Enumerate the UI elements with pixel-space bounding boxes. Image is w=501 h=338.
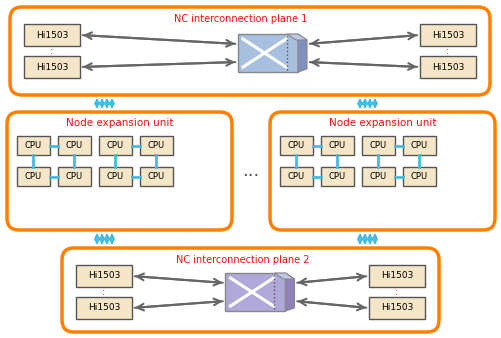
FancyBboxPatch shape: [99, 167, 132, 186]
FancyBboxPatch shape: [403, 167, 436, 186]
Text: CPU: CPU: [288, 141, 305, 150]
FancyBboxPatch shape: [321, 136, 354, 155]
Polygon shape: [275, 273, 295, 279]
Text: CPU: CPU: [329, 141, 346, 150]
Text: :: :: [102, 287, 106, 297]
FancyBboxPatch shape: [58, 136, 91, 155]
FancyBboxPatch shape: [369, 297, 425, 319]
FancyBboxPatch shape: [225, 273, 286, 311]
FancyBboxPatch shape: [140, 167, 173, 186]
FancyBboxPatch shape: [10, 7, 490, 95]
FancyBboxPatch shape: [17, 167, 50, 186]
Text: Hi1503: Hi1503: [88, 304, 120, 313]
Text: CPU: CPU: [329, 172, 346, 181]
Text: Hi1503: Hi1503: [432, 30, 464, 40]
FancyBboxPatch shape: [280, 167, 313, 186]
Text: CPU: CPU: [25, 141, 42, 150]
FancyBboxPatch shape: [420, 24, 476, 46]
FancyBboxPatch shape: [140, 136, 173, 155]
Text: Hi1503: Hi1503: [88, 271, 120, 281]
Text: NC interconnection plane 2: NC interconnection plane 2: [176, 255, 310, 265]
FancyBboxPatch shape: [321, 167, 354, 186]
Text: CPU: CPU: [411, 141, 428, 150]
Polygon shape: [286, 273, 295, 311]
FancyBboxPatch shape: [420, 56, 476, 78]
FancyBboxPatch shape: [270, 112, 495, 230]
Text: CPU: CPU: [370, 141, 387, 150]
Text: :: :: [51, 46, 54, 56]
Text: Hi1503: Hi1503: [381, 271, 413, 281]
Text: Hi1503: Hi1503: [432, 63, 464, 72]
Text: CPU: CPU: [66, 141, 83, 150]
Text: Node expansion unit: Node expansion unit: [66, 118, 173, 128]
FancyBboxPatch shape: [362, 136, 395, 155]
Text: :: :: [395, 287, 399, 297]
FancyBboxPatch shape: [99, 136, 132, 155]
Text: :: :: [446, 46, 449, 56]
Text: NC interconnection plane 1: NC interconnection plane 1: [174, 14, 307, 24]
Text: CPU: CPU: [148, 172, 165, 181]
Text: Hi1503: Hi1503: [381, 304, 413, 313]
Text: Hi1503: Hi1503: [36, 63, 68, 72]
Text: CPU: CPU: [370, 172, 387, 181]
FancyBboxPatch shape: [76, 297, 132, 319]
FancyBboxPatch shape: [24, 56, 80, 78]
Text: CPU: CPU: [288, 172, 305, 181]
FancyBboxPatch shape: [76, 265, 132, 287]
FancyBboxPatch shape: [280, 136, 313, 155]
Text: CPU: CPU: [66, 172, 83, 181]
FancyBboxPatch shape: [58, 167, 91, 186]
FancyBboxPatch shape: [369, 265, 425, 287]
Text: CPU: CPU: [411, 172, 428, 181]
Polygon shape: [287, 34, 307, 40]
FancyBboxPatch shape: [403, 136, 436, 155]
FancyBboxPatch shape: [24, 24, 80, 46]
FancyBboxPatch shape: [238, 34, 298, 72]
Text: CPU: CPU: [107, 141, 124, 150]
Text: Node expansion unit: Node expansion unit: [329, 118, 436, 128]
FancyBboxPatch shape: [17, 136, 50, 155]
Text: ...: ...: [242, 162, 260, 180]
Text: Hi1503: Hi1503: [36, 30, 68, 40]
FancyBboxPatch shape: [62, 248, 439, 332]
Text: CPU: CPU: [148, 141, 165, 150]
Polygon shape: [298, 34, 307, 72]
FancyBboxPatch shape: [362, 167, 395, 186]
Text: CPU: CPU: [25, 172, 42, 181]
Text: CPU: CPU: [107, 172, 124, 181]
FancyBboxPatch shape: [7, 112, 232, 230]
